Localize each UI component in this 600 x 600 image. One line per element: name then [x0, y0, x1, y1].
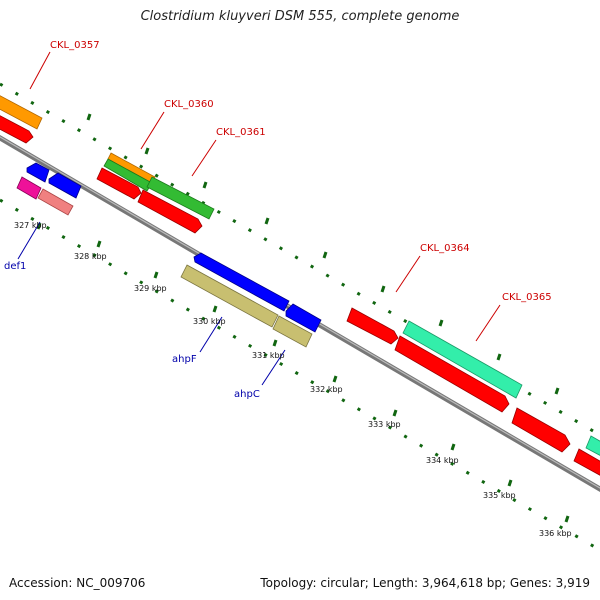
svg-text:ahpF: ahpF: [172, 354, 197, 365]
kbp-tick: [202, 181, 208, 189]
gene-CKL_0361-red[interactable]: [137, 189, 203, 234]
kbp-tick: [272, 339, 278, 347]
kbp-tick: [380, 285, 386, 293]
kbp-label: 329 kbp: [134, 284, 167, 293]
svg-text:CKL_0360: CKL_0360: [164, 99, 214, 110]
gene-edge-red[interactable]: [573, 448, 600, 478]
kbp-tick: [322, 251, 328, 259]
kbp-tick: [392, 409, 398, 417]
kbp-label: 334 kbp: [426, 456, 459, 465]
gene-CKL_0365-red[interactable]: [394, 335, 510, 413]
kbp-label: 335 kbp: [483, 491, 516, 500]
svg-text:def1: def1: [4, 261, 26, 272]
gene-blue-small-2[interactable]: [48, 172, 82, 199]
gene-CKL_0360-red[interactable]: [96, 167, 142, 200]
kbp-tick: [86, 113, 92, 121]
kbp-label: 327 kbp: [14, 221, 47, 230]
gene-CKL_0357-orange[interactable]: [0, 93, 43, 130]
kbp-tick: [153, 271, 159, 279]
kbp-tick: [496, 353, 502, 361]
label-def1[interactable]: def1: [4, 221, 41, 272]
kbp-tick: [144, 147, 150, 155]
kbp-label: 331 kbp: [252, 351, 285, 360]
kbp-label: 336 kbp: [539, 529, 572, 538]
label-ahpF[interactable]: ahpF: [172, 316, 223, 365]
kbp-tick: [450, 443, 456, 451]
map-title: Clostridium kluyveri DSM 555, complete g…: [140, 9, 460, 24]
gene-edge-teal[interactable]: [585, 435, 600, 458]
kbp-label: 328 kbp: [74, 252, 107, 261]
label-CKL_0365[interactable]: CKL_0365: [475, 292, 552, 342]
kbp-tick: [212, 305, 218, 313]
gene-def1-magenta[interactable]: [16, 176, 42, 200]
kbp-label: 333 kbp: [368, 420, 401, 429]
kbp-tick: [36, 222, 42, 230]
accession-text: Accession: NC_009706: [9, 576, 146, 590]
gene-ahpF-blue[interactable]: [193, 252, 290, 312]
label-CKL_0357[interactable]: CKL_0357: [29, 40, 100, 90]
genome-summary-text: Topology: circular; Length: 3,964,618 bp…: [260, 576, 590, 590]
kbp-tick: [554, 387, 560, 395]
svg-text:CKL_0357: CKL_0357: [50, 40, 100, 51]
gene-CKL_0365-teal[interactable]: [402, 320, 523, 399]
gene-ahpC-olive[interactable]: [272, 315, 313, 348]
gene-CKL_0361-green[interactable]: [146, 176, 215, 220]
gene-def1-pink[interactable]: [37, 188, 74, 216]
kbp-scale-labels: 327 kbp 328 kbp 329 kbp 330 kbp 331 kbp …: [14, 221, 572, 538]
kbp-tick: [507, 479, 513, 487]
svg-text:CKL_0361: CKL_0361: [216, 127, 266, 138]
gene-after-0365-red[interactable]: [511, 407, 571, 453]
label-CKL_0361[interactable]: CKL_0361: [191, 127, 266, 177]
gene-ahpF-olive[interactable]: [180, 264, 279, 328]
kbp-label: 332 kbp: [310, 385, 343, 394]
svg-text:CKL_0365: CKL_0365: [502, 292, 552, 303]
svg-text:CKL_0364: CKL_0364: [420, 243, 470, 254]
label-CKL_0364[interactable]: CKL_0364: [395, 243, 470, 293]
label-ahpC[interactable]: ahpC: [234, 349, 286, 400]
kbp-tick: [564, 515, 570, 523]
label-CKL_0360[interactable]: CKL_0360: [140, 99, 214, 150]
kbp-tick: [96, 240, 102, 248]
gene-CKL_0357-red[interactable]: [0, 113, 34, 144]
kbp-tick: [332, 375, 338, 383]
kbp-tick: [438, 319, 444, 327]
kbp-label: 330 kbp: [193, 317, 226, 326]
gene-ahpC-blue[interactable]: [285, 303, 322, 333]
kbp-tick: [264, 217, 270, 225]
inner-ruler: [0, 198, 600, 552]
gene-CKL_0360-green[interactable]: [103, 158, 153, 192]
svg-text:ahpC: ahpC: [234, 389, 260, 400]
kbp-tick-marks: [36, 113, 570, 523]
gene-blue-small-1[interactable]: [26, 162, 50, 183]
gene-CKL_0364-red[interactable]: [346, 307, 399, 345]
